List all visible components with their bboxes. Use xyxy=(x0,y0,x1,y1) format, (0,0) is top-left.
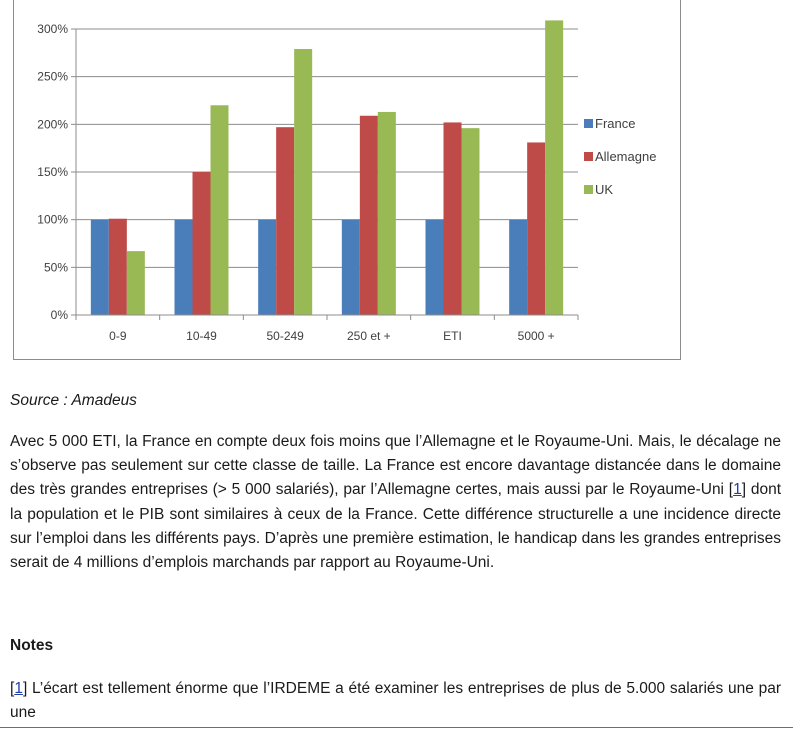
bar-france-6 xyxy=(509,219,528,315)
paragraph-text-before: Avec 5 000 ETI, la France en compte deux… xyxy=(10,433,781,499)
bar-france-5 xyxy=(425,219,444,315)
body-paragraph: Avec 5 000 ETI, la France en compte deux… xyxy=(10,433,781,572)
bottom-rule xyxy=(0,727,793,728)
bar-uk-1 xyxy=(126,251,145,315)
bar-allemagne-5 xyxy=(443,122,462,315)
chart-frame: 0% 50% 100% 150% 200% 250% 300% 0-9 10-49 50-249… xyxy=(13,0,681,360)
note-backref-link[interactable]: 1 xyxy=(14,680,23,697)
bar-allemagne-4 xyxy=(359,115,378,316)
y-tick-label: 150% xyxy=(37,165,68,179)
legend-label: Allemagne xyxy=(595,149,656,164)
bar-allemagne-3 xyxy=(276,127,295,315)
note-item: [1] L’écart est tellement énorme que l’I… xyxy=(10,680,781,721)
x-tick-label: ETI xyxy=(443,329,462,343)
source-caption: Source : Amadeus xyxy=(10,392,137,409)
x-axis-ticks: 0-9 10-49 50-249 250 et + ETI 5000 + xyxy=(109,329,555,343)
y-tick-label: 250% xyxy=(37,70,68,84)
note-text: L’écart est tellement énorme que l’IRDEM… xyxy=(10,680,781,721)
bars xyxy=(90,20,564,316)
y-tick-label: 100% xyxy=(37,213,68,227)
legend-swatch xyxy=(584,152,593,161)
paragraph-text-after: dont la population et le PIB sont simila… xyxy=(10,481,781,572)
y-tick-label: 200% xyxy=(37,117,68,131)
bar-france-4 xyxy=(341,219,360,315)
y-tick-label: 300% xyxy=(37,22,68,36)
y-tick-label: 50% xyxy=(44,260,68,274)
bar-allemagne-2 xyxy=(192,172,211,315)
notes-heading: Notes xyxy=(10,637,54,654)
legend-swatch xyxy=(584,119,593,128)
x-tick-label: 5000 + xyxy=(518,329,555,343)
x-tick-label: 250 et + xyxy=(347,329,391,343)
x-tick-label: 0-9 xyxy=(109,329,127,343)
axes xyxy=(71,28,579,320)
gridlines xyxy=(76,28,578,268)
y-tick-label: 0% xyxy=(51,308,69,322)
bar-uk-5 xyxy=(461,128,480,315)
legend: France Allemagne UK xyxy=(584,116,656,197)
bar-france-1 xyxy=(90,219,109,315)
legend-label: France xyxy=(595,116,635,131)
bar-uk-4 xyxy=(377,111,396,315)
legend-label: UK xyxy=(595,182,613,197)
bar-uk-6 xyxy=(545,20,564,315)
x-tick-label: 50-249 xyxy=(266,329,304,343)
legend-swatch xyxy=(584,185,593,194)
x-tick-label: 10-49 xyxy=(186,329,217,343)
bar-uk-3 xyxy=(294,49,313,316)
bar-france-2 xyxy=(174,219,193,315)
footnote-link[interactable]: 1 xyxy=(733,481,742,499)
bar-allemagne-1 xyxy=(108,218,127,315)
bar-allemagne-6 xyxy=(527,142,546,315)
bar-france-3 xyxy=(258,219,277,315)
bar-chart: 0% 50% 100% 150% 200% 250% 300% 0-9 10-49 50-249… xyxy=(37,20,656,343)
bar-uk-2 xyxy=(210,105,229,316)
y-axis-ticks: 0% 50% 100% 150% 200% 250% 300% xyxy=(37,22,68,322)
